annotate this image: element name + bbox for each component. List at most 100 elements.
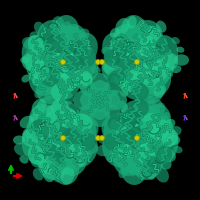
Ellipse shape — [130, 169, 136, 176]
Ellipse shape — [20, 116, 34, 128]
Ellipse shape — [117, 100, 128, 113]
Ellipse shape — [68, 144, 88, 160]
Ellipse shape — [77, 106, 92, 121]
Ellipse shape — [76, 78, 88, 90]
Ellipse shape — [155, 166, 169, 183]
Ellipse shape — [117, 156, 126, 165]
Ellipse shape — [102, 33, 132, 67]
Ellipse shape — [111, 129, 119, 136]
Ellipse shape — [61, 107, 70, 117]
Ellipse shape — [91, 66, 101, 74]
Ellipse shape — [44, 90, 53, 101]
Ellipse shape — [135, 34, 155, 56]
Ellipse shape — [53, 15, 79, 45]
Ellipse shape — [34, 88, 43, 98]
Ellipse shape — [43, 166, 55, 182]
Ellipse shape — [137, 88, 147, 102]
Ellipse shape — [146, 167, 156, 180]
Ellipse shape — [100, 60, 104, 64]
Ellipse shape — [36, 76, 64, 104]
Ellipse shape — [164, 119, 175, 129]
Ellipse shape — [134, 41, 174, 89]
Ellipse shape — [171, 65, 181, 73]
Ellipse shape — [134, 136, 140, 140]
Ellipse shape — [22, 129, 38, 147]
Ellipse shape — [39, 156, 57, 174]
Ellipse shape — [143, 64, 171, 96]
Ellipse shape — [60, 136, 66, 140]
Ellipse shape — [119, 100, 155, 140]
Ellipse shape — [173, 146, 183, 153]
Ellipse shape — [157, 75, 168, 86]
Ellipse shape — [46, 26, 90, 78]
Ellipse shape — [40, 63, 60, 87]
Ellipse shape — [59, 43, 97, 87]
Ellipse shape — [68, 40, 88, 56]
Ellipse shape — [30, 24, 86, 96]
Ellipse shape — [101, 46, 111, 54]
Ellipse shape — [77, 159, 85, 167]
Ellipse shape — [37, 144, 69, 180]
Ellipse shape — [66, 78, 77, 90]
Ellipse shape — [114, 104, 170, 176]
Ellipse shape — [113, 144, 141, 176]
Ellipse shape — [21, 74, 31, 82]
Ellipse shape — [88, 80, 112, 120]
Ellipse shape — [52, 166, 64, 182]
Ellipse shape — [80, 49, 96, 67]
Ellipse shape — [45, 100, 81, 140]
Ellipse shape — [62, 53, 84, 71]
Ellipse shape — [36, 96, 64, 124]
Ellipse shape — [22, 53, 38, 71]
Ellipse shape — [109, 119, 126, 133]
Ellipse shape — [81, 41, 89, 48]
Ellipse shape — [45, 34, 65, 56]
Ellipse shape — [127, 16, 137, 29]
Ellipse shape — [134, 111, 174, 159]
Ellipse shape — [68, 33, 98, 67]
Ellipse shape — [110, 39, 125, 52]
Ellipse shape — [13, 135, 25, 145]
Ellipse shape — [123, 108, 141, 128]
Ellipse shape — [103, 90, 127, 110]
Ellipse shape — [80, 88, 120, 112]
Ellipse shape — [51, 83, 69, 101]
Ellipse shape — [51, 99, 69, 117]
Ellipse shape — [112, 40, 132, 56]
Ellipse shape — [116, 129, 138, 147]
Ellipse shape — [37, 20, 69, 56]
Ellipse shape — [47, 25, 53, 33]
Ellipse shape — [80, 119, 92, 129]
Ellipse shape — [121, 155, 147, 185]
Ellipse shape — [140, 63, 160, 87]
Ellipse shape — [59, 144, 87, 176]
Ellipse shape — [19, 156, 28, 164]
Ellipse shape — [30, 157, 41, 168]
Ellipse shape — [160, 112, 170, 122]
Ellipse shape — [22, 35, 54, 75]
Ellipse shape — [130, 83, 139, 95]
Ellipse shape — [80, 80, 96, 96]
Ellipse shape — [107, 70, 127, 86]
Ellipse shape — [68, 133, 98, 167]
Ellipse shape — [60, 60, 66, 64]
Ellipse shape — [102, 133, 132, 167]
Ellipse shape — [30, 104, 86, 176]
Ellipse shape — [51, 16, 65, 34]
Ellipse shape — [131, 20, 163, 56]
Ellipse shape — [80, 54, 95, 66]
Ellipse shape — [22, 125, 54, 165]
Ellipse shape — [46, 122, 90, 174]
Ellipse shape — [96, 60, 101, 64]
Ellipse shape — [138, 19, 146, 30]
Ellipse shape — [20, 57, 30, 63]
Ellipse shape — [143, 156, 161, 174]
Ellipse shape — [62, 21, 72, 34]
Ellipse shape — [162, 129, 178, 147]
Ellipse shape — [84, 137, 93, 143]
Ellipse shape — [153, 103, 166, 117]
Ellipse shape — [119, 60, 155, 100]
Ellipse shape — [114, 75, 127, 88]
Ellipse shape — [59, 108, 77, 128]
Ellipse shape — [45, 144, 65, 166]
